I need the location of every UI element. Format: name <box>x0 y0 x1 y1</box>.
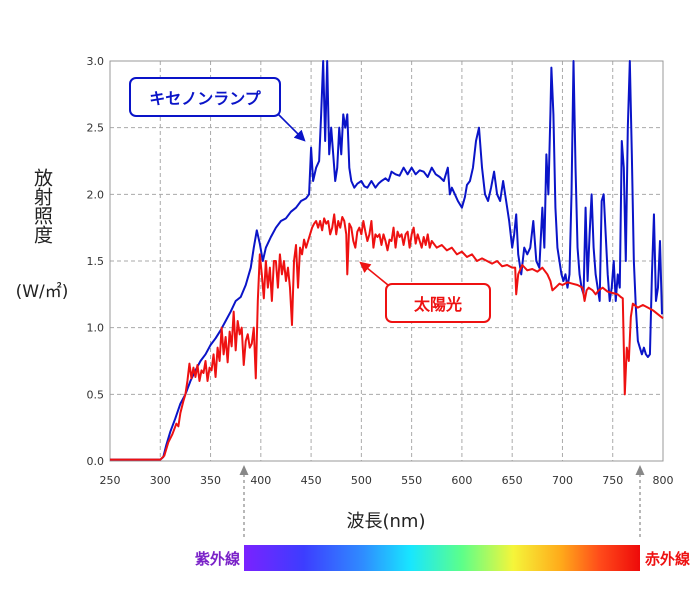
spectrum-guide-right-arrowhead <box>635 465 645 475</box>
ir-label: 赤外線 <box>645 550 690 568</box>
x-tick-label: 300 <box>150 474 171 487</box>
x-tick-label: 400 <box>250 474 271 487</box>
xenon-callout-arrow <box>277 113 306 142</box>
y-tick-label: 2.5 <box>87 122 105 135</box>
x-tick-label: 700 <box>552 474 573 487</box>
plot-frame <box>109 60 664 462</box>
y-tick-label: 0.0 <box>87 455 105 468</box>
x-tick-label: 450 <box>301 474 322 487</box>
x-tick-label: 750 <box>602 474 623 487</box>
x-tick-label: 350 <box>200 474 221 487</box>
x-tick-label: 250 <box>100 474 121 487</box>
uv-label: 紫外線 <box>195 550 240 568</box>
y-axis-unit: (W/㎡) <box>16 282 69 302</box>
xenon-callout-label: キセノンランプ <box>149 89 262 108</box>
x-tick-label: 500 <box>351 474 372 487</box>
x-tick-label: 600 <box>451 474 472 487</box>
x-tick-label: 550 <box>401 474 422 487</box>
series-layer <box>110 60 664 461</box>
axis-layer: 250 300 350 400 450 500 550 600 650 700 750 800 0.0 0… <box>87 55 674 487</box>
y-tick-label: 0.5 <box>87 388 105 401</box>
y-axis-label: 放射照度 <box>31 168 53 244</box>
visible-spectrum-bar <box>244 545 640 571</box>
y-tick-label: 2.0 <box>87 188 105 201</box>
sunlight-callout-label: 太陽光 <box>413 295 462 314</box>
xenon-lamp-series-line <box>110 60 663 461</box>
xenon-callout: キセノンランプ <box>129 77 306 142</box>
y-tick-label: 3.0 <box>87 55 105 68</box>
x-axis-label: 波長(nm) <box>347 511 426 532</box>
chart-grid <box>109 60 664 462</box>
sunlight-series-line <box>110 213 664 461</box>
y-tick-label: 1.0 <box>87 322 105 335</box>
x-tick-label: 800 <box>653 474 674 487</box>
sunlight-callout: 太陽光 <box>359 261 491 323</box>
y-tick-label: 1.5 <box>87 255 105 268</box>
x-tick-label: 650 <box>502 474 523 487</box>
spectrum-guide-left-arrowhead <box>239 465 249 475</box>
sunlight-callout-arrow <box>359 261 389 286</box>
